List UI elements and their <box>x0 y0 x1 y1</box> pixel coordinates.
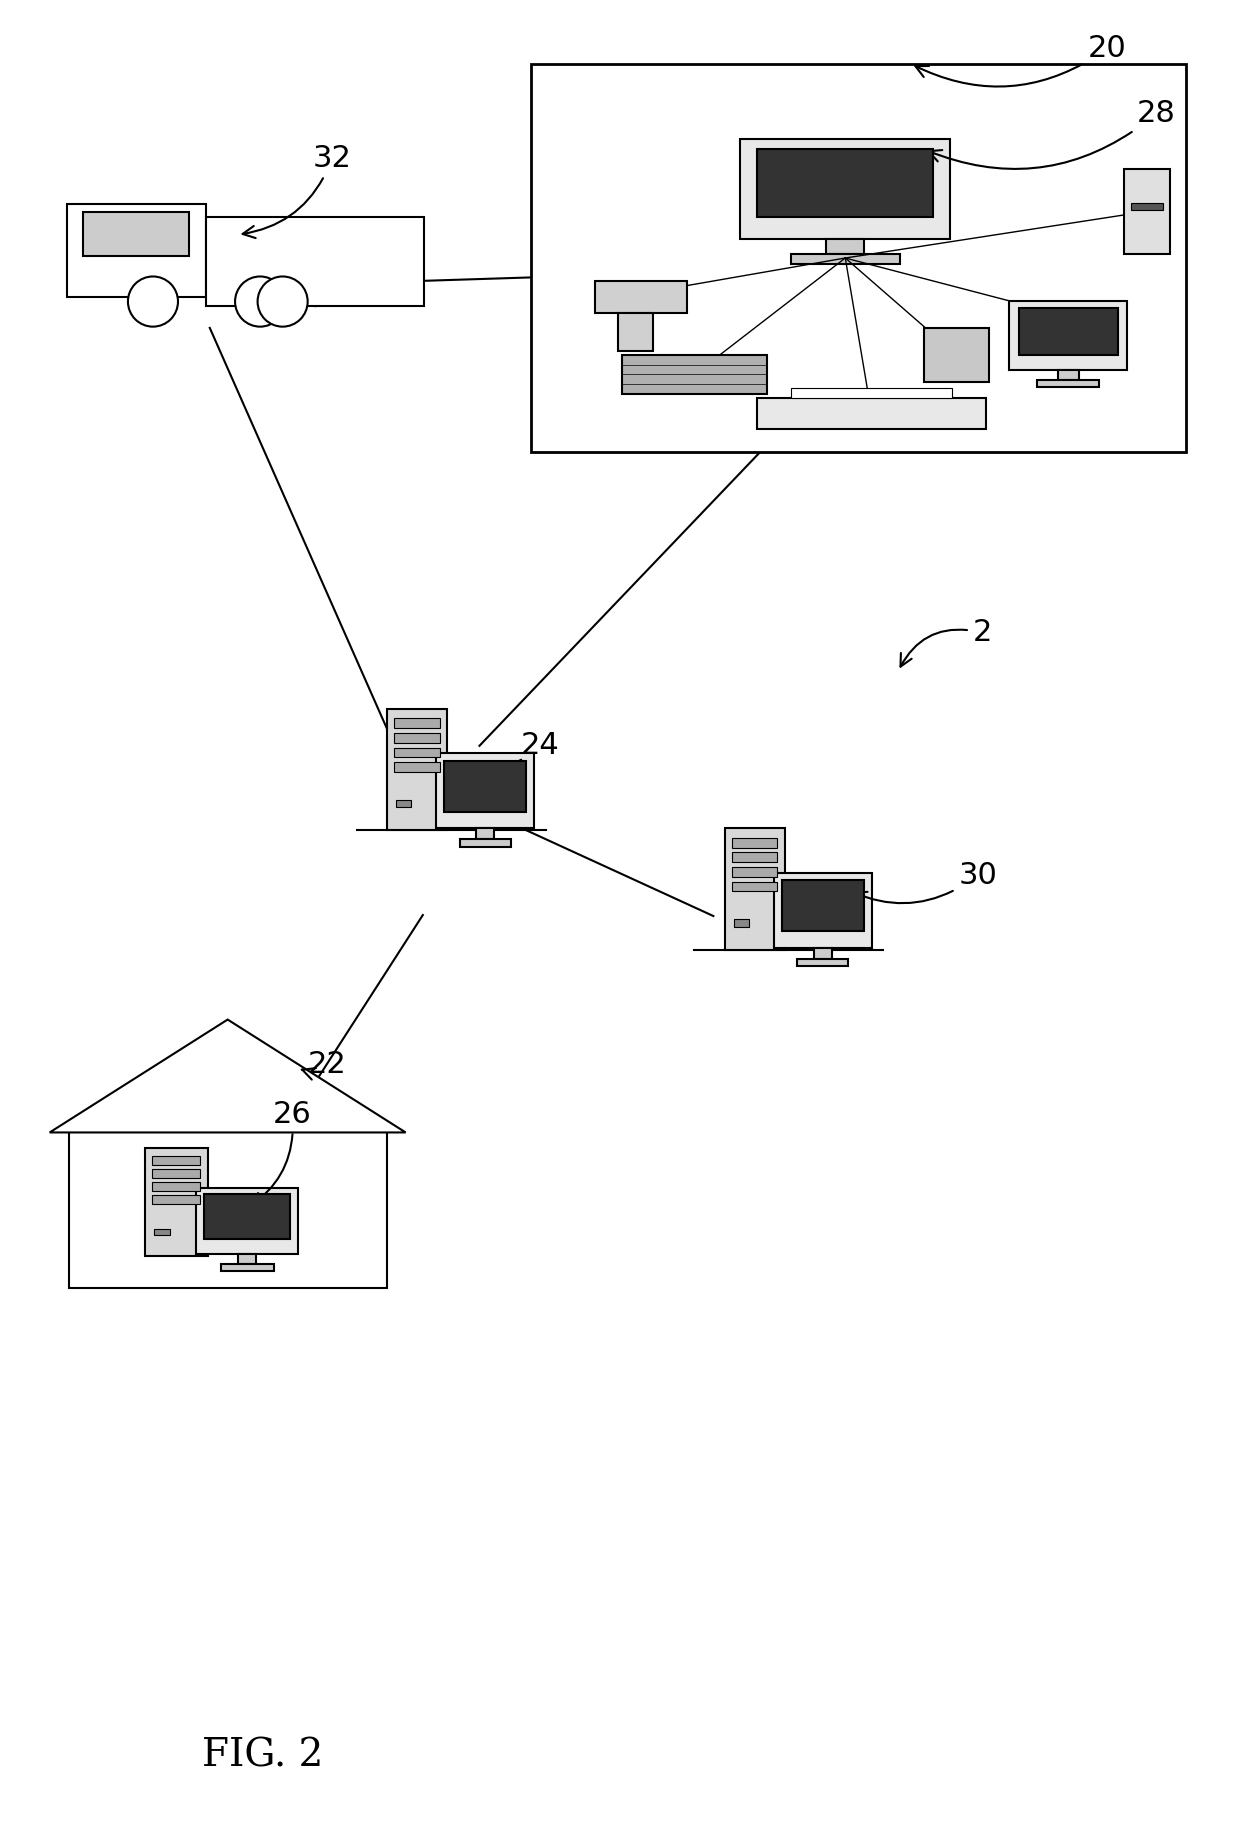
Bar <box>732 867 777 876</box>
Bar <box>460 839 511 847</box>
Bar <box>732 882 777 891</box>
Text: 32: 32 <box>243 144 351 238</box>
Text: 20: 20 <box>915 35 1126 87</box>
Text: 24: 24 <box>510 731 560 771</box>
Bar <box>774 873 872 948</box>
Bar <box>221 1264 274 1271</box>
Bar <box>734 919 749 926</box>
Bar <box>145 1148 208 1256</box>
Bar <box>394 762 439 771</box>
Bar <box>758 149 934 218</box>
Bar <box>67 205 206 297</box>
Bar <box>531 65 1187 452</box>
Bar <box>83 212 190 256</box>
Bar <box>205 1194 290 1240</box>
Bar <box>1058 369 1079 380</box>
Text: 30: 30 <box>854 862 997 904</box>
Bar <box>791 255 900 264</box>
Bar <box>1018 308 1117 354</box>
Bar <box>238 1255 257 1264</box>
Polygon shape <box>50 1020 405 1133</box>
Bar <box>732 838 777 847</box>
Bar <box>206 218 424 306</box>
Bar <box>622 354 766 393</box>
Bar <box>154 1229 170 1236</box>
Circle shape <box>236 277 285 327</box>
Bar <box>196 1188 299 1255</box>
Bar <box>394 718 439 729</box>
Bar <box>396 801 412 808</box>
Bar <box>826 240 864 255</box>
Circle shape <box>128 277 179 327</box>
Bar <box>732 852 777 862</box>
Bar <box>153 1170 200 1179</box>
Bar <box>756 399 986 428</box>
Bar <box>444 760 526 812</box>
Text: 22: 22 <box>301 1050 346 1079</box>
Text: 2: 2 <box>900 618 992 666</box>
Bar <box>618 312 652 351</box>
Bar <box>68 1133 387 1288</box>
Circle shape <box>258 277 308 327</box>
Bar <box>436 753 534 828</box>
Bar <box>791 389 952 399</box>
Text: 28: 28 <box>929 100 1176 170</box>
Text: FIG. 2: FIG. 2 <box>202 1738 324 1775</box>
Bar <box>924 328 990 382</box>
Bar <box>1123 168 1169 255</box>
Bar <box>394 747 439 756</box>
Bar <box>153 1183 200 1192</box>
Bar <box>153 1196 200 1205</box>
Bar <box>797 959 848 967</box>
Bar <box>394 732 439 744</box>
Bar <box>153 1157 200 1164</box>
Bar <box>1009 301 1127 369</box>
Text: 26: 26 <box>252 1100 311 1205</box>
Bar <box>781 880 864 932</box>
Bar <box>813 948 832 959</box>
Bar <box>1038 380 1099 387</box>
Bar <box>476 828 494 839</box>
Bar <box>1131 203 1163 210</box>
Bar <box>595 280 687 312</box>
Bar <box>387 708 448 830</box>
Bar <box>740 138 950 240</box>
Bar <box>724 828 785 950</box>
